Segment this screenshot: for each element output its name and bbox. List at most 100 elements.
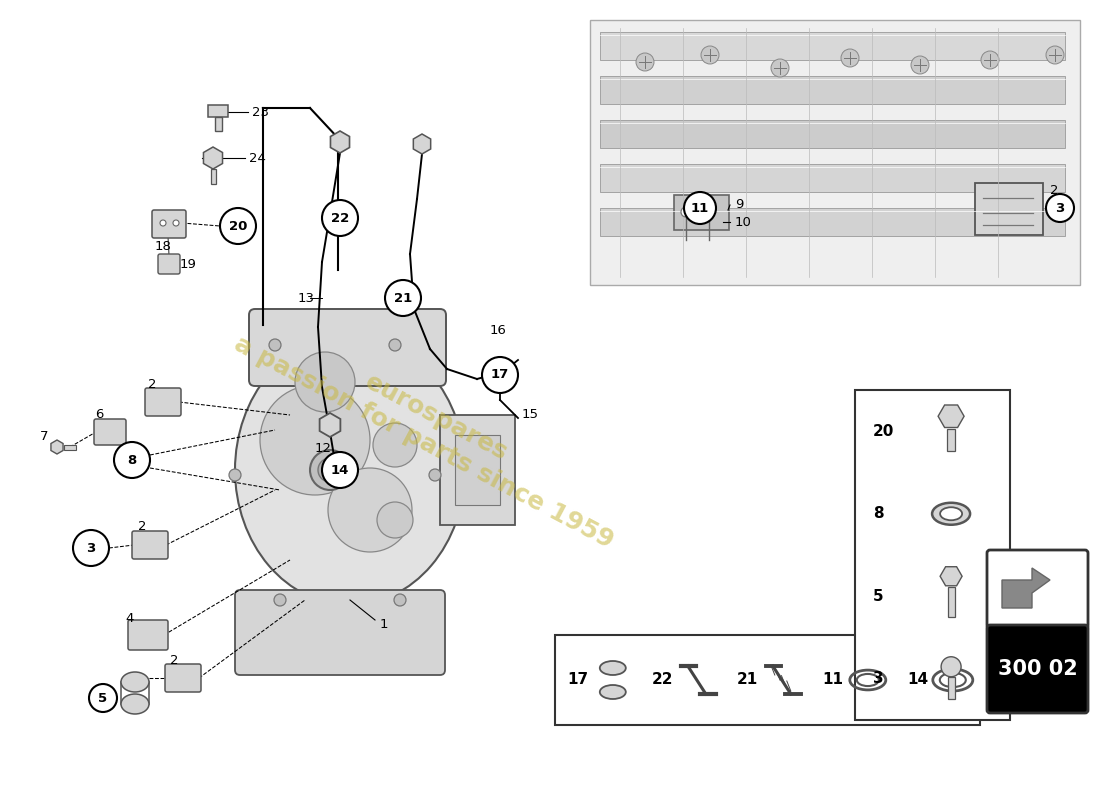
Text: 7: 7 xyxy=(40,430,48,443)
Text: 14: 14 xyxy=(908,673,928,687)
Circle shape xyxy=(701,46,719,64)
Text: 1: 1 xyxy=(379,618,388,631)
Bar xyxy=(948,677,955,698)
Text: 13: 13 xyxy=(298,291,315,305)
Text: 8: 8 xyxy=(873,506,883,522)
Bar xyxy=(947,430,955,451)
Circle shape xyxy=(322,200,358,236)
FancyBboxPatch shape xyxy=(152,210,186,238)
Bar xyxy=(455,435,500,505)
FancyBboxPatch shape xyxy=(145,388,182,416)
Circle shape xyxy=(704,207,714,217)
Text: 2: 2 xyxy=(1050,183,1058,197)
Circle shape xyxy=(270,339,280,351)
Bar xyxy=(948,587,955,618)
Text: 24: 24 xyxy=(249,151,266,165)
FancyBboxPatch shape xyxy=(987,625,1088,713)
Polygon shape xyxy=(1002,568,1050,608)
Circle shape xyxy=(260,385,370,495)
Text: 3: 3 xyxy=(873,671,883,686)
Text: 21: 21 xyxy=(394,291,412,305)
Circle shape xyxy=(295,352,355,412)
Circle shape xyxy=(173,220,179,226)
Circle shape xyxy=(942,657,961,677)
Text: 11: 11 xyxy=(822,673,843,687)
Ellipse shape xyxy=(235,335,465,605)
Text: 15: 15 xyxy=(522,409,539,422)
Bar xyxy=(440,415,515,525)
Circle shape xyxy=(636,53,654,71)
Circle shape xyxy=(1046,194,1074,222)
Ellipse shape xyxy=(940,507,962,520)
Circle shape xyxy=(981,51,999,69)
Bar xyxy=(975,183,1043,235)
Text: 9: 9 xyxy=(735,198,744,211)
Ellipse shape xyxy=(600,685,626,699)
Circle shape xyxy=(681,207,691,217)
Text: 22: 22 xyxy=(331,211,349,225)
Text: 20: 20 xyxy=(229,219,248,233)
FancyBboxPatch shape xyxy=(158,254,180,274)
Text: 20: 20 xyxy=(873,424,894,438)
Circle shape xyxy=(429,469,441,481)
Circle shape xyxy=(229,469,241,481)
Bar xyxy=(600,164,1065,192)
Text: 6: 6 xyxy=(95,409,103,422)
Circle shape xyxy=(322,452,358,488)
Text: 21: 21 xyxy=(737,673,758,687)
Text: 3: 3 xyxy=(87,542,96,554)
Text: 18: 18 xyxy=(155,239,172,253)
Circle shape xyxy=(842,49,859,67)
Text: 17: 17 xyxy=(566,673,588,687)
Text: 22: 22 xyxy=(652,673,673,687)
Bar xyxy=(600,32,1065,60)
Circle shape xyxy=(160,220,166,226)
Circle shape xyxy=(89,684,117,712)
Circle shape xyxy=(482,357,518,393)
Bar xyxy=(214,117,222,131)
Text: 16: 16 xyxy=(490,323,507,337)
Bar xyxy=(211,169,216,184)
Bar xyxy=(855,390,1010,720)
Text: eurospares
a passion for parts since 1959: eurospares a passion for parts since 195… xyxy=(230,307,630,553)
Circle shape xyxy=(310,450,350,490)
FancyBboxPatch shape xyxy=(128,620,168,650)
Bar xyxy=(556,635,980,725)
Circle shape xyxy=(114,442,150,478)
Text: 23: 23 xyxy=(252,106,270,118)
Text: 10: 10 xyxy=(735,215,752,229)
Bar xyxy=(600,76,1065,104)
Circle shape xyxy=(394,594,406,606)
Circle shape xyxy=(389,339,402,351)
Text: 2: 2 xyxy=(148,378,156,391)
FancyBboxPatch shape xyxy=(235,590,446,675)
Ellipse shape xyxy=(932,502,970,525)
Circle shape xyxy=(385,280,421,316)
FancyBboxPatch shape xyxy=(132,531,168,559)
Ellipse shape xyxy=(121,694,148,714)
Bar xyxy=(590,20,1080,285)
Text: 14: 14 xyxy=(331,463,349,477)
Circle shape xyxy=(220,208,256,244)
Bar xyxy=(64,445,76,450)
Circle shape xyxy=(328,468,412,552)
Text: 8: 8 xyxy=(128,454,136,466)
Circle shape xyxy=(911,56,930,74)
Text: 5: 5 xyxy=(98,691,108,705)
Text: 2: 2 xyxy=(170,654,178,666)
Text: 17: 17 xyxy=(491,369,509,382)
Bar xyxy=(600,120,1065,148)
FancyBboxPatch shape xyxy=(249,309,446,386)
Circle shape xyxy=(1046,46,1064,64)
Text: 2: 2 xyxy=(138,521,146,534)
Ellipse shape xyxy=(121,672,148,692)
Text: 4: 4 xyxy=(125,611,133,625)
Text: 3: 3 xyxy=(1055,202,1065,214)
Ellipse shape xyxy=(600,661,626,675)
Bar xyxy=(208,105,228,117)
Circle shape xyxy=(274,594,286,606)
Text: 19: 19 xyxy=(180,258,197,270)
Circle shape xyxy=(73,530,109,566)
Circle shape xyxy=(318,458,342,482)
FancyBboxPatch shape xyxy=(94,419,126,445)
